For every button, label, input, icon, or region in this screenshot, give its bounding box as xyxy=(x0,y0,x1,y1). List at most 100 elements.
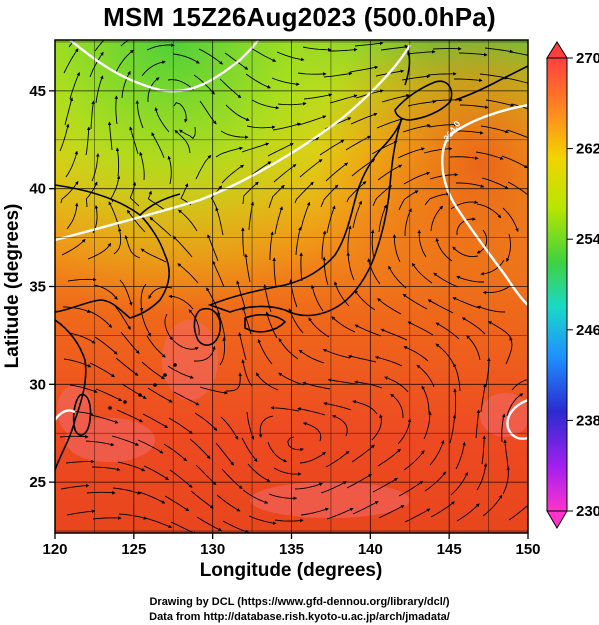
streamline xyxy=(124,235,141,259)
streamline xyxy=(367,258,381,285)
y-tick-label: 30 xyxy=(29,376,46,393)
streamline xyxy=(167,365,194,379)
streamline xyxy=(216,494,241,512)
streamline xyxy=(144,517,173,528)
streamline xyxy=(325,162,349,182)
streamline xyxy=(374,355,403,367)
streamline xyxy=(475,151,504,160)
streamline xyxy=(325,450,350,468)
streamline xyxy=(62,306,91,313)
streamline xyxy=(450,471,468,496)
colorbar-label: 254 xyxy=(576,231,599,248)
streamline xyxy=(90,100,95,130)
streamline xyxy=(455,130,484,135)
streamline xyxy=(257,339,273,365)
streamline xyxy=(381,93,410,103)
streamline xyxy=(59,434,89,439)
streamline xyxy=(172,235,193,258)
lat-lon-grid xyxy=(55,40,528,533)
streamline xyxy=(456,217,476,235)
map-title: MSM 15Z26Aug2023 (500.0hPa) xyxy=(103,2,496,32)
streamline xyxy=(68,40,75,48)
streamline xyxy=(196,516,223,532)
streamline xyxy=(411,262,433,284)
streamline xyxy=(92,516,122,520)
streamline xyxy=(326,205,336,234)
streamline xyxy=(407,99,437,107)
streamline xyxy=(482,494,503,517)
streamline xyxy=(323,401,352,411)
y-tick-label: 25 xyxy=(29,474,46,491)
streamline xyxy=(241,227,245,257)
streamline xyxy=(141,60,166,77)
streamline xyxy=(172,339,199,351)
y-axis-ticks: 25 30 35 40 45 xyxy=(29,83,55,491)
streamline xyxy=(435,343,455,366)
streamline xyxy=(502,207,519,232)
streamline xyxy=(476,229,488,254)
streamline xyxy=(435,322,460,340)
streamline xyxy=(480,125,509,134)
streamline xyxy=(258,415,274,438)
streamline xyxy=(319,139,345,156)
streamline xyxy=(146,43,175,51)
streamline xyxy=(479,73,509,80)
streamline xyxy=(456,182,485,188)
streamline xyxy=(347,225,352,255)
streamline xyxy=(506,233,511,262)
streamline xyxy=(322,348,351,359)
streamline xyxy=(459,104,489,109)
streamline xyxy=(310,284,324,312)
streamline xyxy=(143,465,169,480)
x-axis-ticks: 120 125 130 135 140 145 150 xyxy=(42,533,541,558)
streamline xyxy=(273,467,302,476)
streamline xyxy=(298,349,325,364)
x-tick-label: 125 xyxy=(121,541,146,558)
streamline xyxy=(188,309,200,336)
streamline xyxy=(241,142,270,153)
streamline xyxy=(346,474,373,489)
streamline xyxy=(346,181,367,203)
streamline xyxy=(277,101,307,106)
streamline xyxy=(115,147,120,177)
streamline xyxy=(297,407,326,416)
streamline xyxy=(458,52,488,57)
streamline xyxy=(377,448,401,467)
streamline xyxy=(68,332,96,344)
streamline xyxy=(189,438,211,460)
streamline xyxy=(247,463,271,482)
x-tick-label: 130 xyxy=(200,541,225,558)
streamline xyxy=(117,461,146,472)
streamline xyxy=(154,107,170,133)
streamline xyxy=(194,412,218,432)
streamline xyxy=(502,466,511,495)
streamline xyxy=(506,129,528,139)
streamline xyxy=(428,122,458,128)
streamline xyxy=(269,231,274,260)
y-tick-label: 35 xyxy=(29,279,46,296)
streamline xyxy=(347,354,377,363)
streamline xyxy=(430,205,444,232)
streamline xyxy=(140,248,167,263)
streamline xyxy=(270,406,300,412)
streamline xyxy=(322,256,329,286)
x-tick-label: 140 xyxy=(358,541,383,558)
streamline xyxy=(477,305,506,313)
streamline xyxy=(484,47,514,54)
streamline xyxy=(120,40,130,47)
x-tick-label: 120 xyxy=(42,541,67,558)
streamline xyxy=(163,443,188,462)
streamline xyxy=(370,229,375,259)
streamline xyxy=(255,372,279,391)
streamline xyxy=(118,513,148,520)
streamline xyxy=(505,336,513,365)
streamline xyxy=(121,70,131,99)
streamline xyxy=(242,489,269,504)
streamline xyxy=(142,413,169,428)
streamline xyxy=(455,441,466,470)
streamline xyxy=(350,112,378,125)
streamline xyxy=(173,391,200,406)
streamline xyxy=(199,100,217,125)
streamline xyxy=(138,491,166,504)
streamline xyxy=(276,51,305,62)
